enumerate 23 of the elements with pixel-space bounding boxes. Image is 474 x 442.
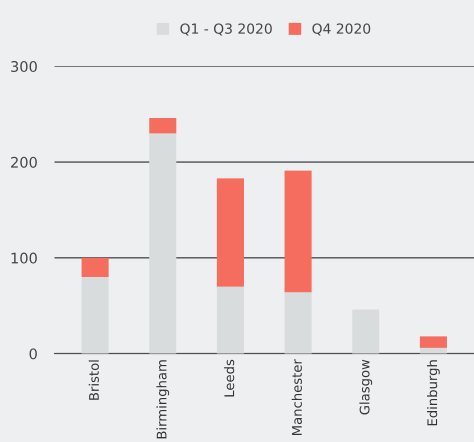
x-tick-label: Bristol <box>88 360 99 400</box>
bar <box>149 133 176 354</box>
x-tick-label: Birmingham <box>156 360 170 438</box>
x-tick-label: Leeds <box>224 360 234 396</box>
bar <box>82 276 109 354</box>
bar <box>216 178 244 287</box>
x-tick-label: Edinburgh <box>427 360 440 426</box>
bar <box>284 292 312 354</box>
bar <box>149 118 176 134</box>
y-tick-label: 0 <box>30 348 37 360</box>
legend-label: Q4 2020 <box>312 23 370 36</box>
y-tick-label: 300 <box>11 61 37 72</box>
x-tick-label: Manchester <box>292 359 302 436</box>
legend-label: Q1 - Q3 2020 <box>180 23 272 36</box>
x-tick-label: Glasgow <box>359 360 372 415</box>
bar <box>420 348 447 354</box>
y-tick-label: 100 <box>12 252 37 264</box>
bar <box>284 170 312 292</box>
bar <box>82 258 109 277</box>
bar <box>420 336 447 348</box>
bar <box>216 286 244 354</box>
bar <box>352 310 380 354</box>
y-tick-label: 200 <box>11 156 37 168</box>
